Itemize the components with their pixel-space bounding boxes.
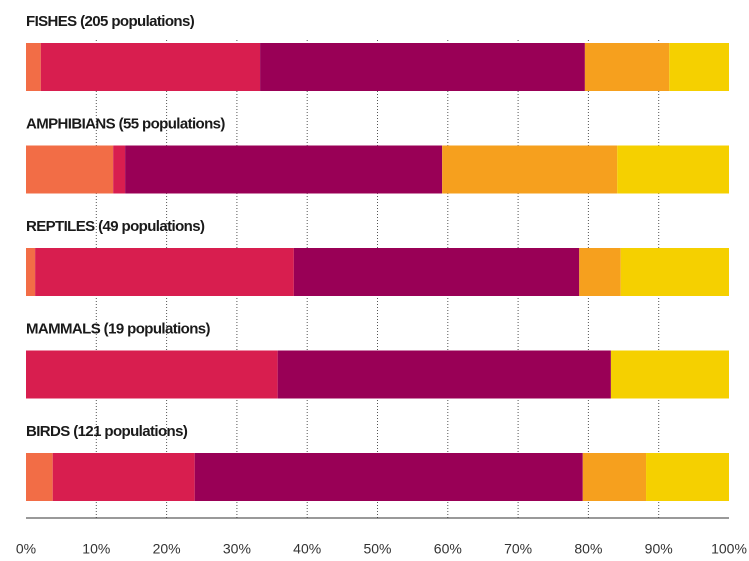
bar-segment (26, 43, 41, 91)
bar-segment (579, 248, 621, 296)
x-tick-label: 80% (574, 541, 602, 557)
bar-segment (26, 350, 278, 399)
bar-segment (442, 145, 618, 194)
bar-segment (113, 145, 126, 194)
x-tick-label: 30% (223, 541, 251, 557)
category-label: BIRDS (121 populations) (26, 423, 188, 440)
bars (26, 43, 729, 501)
bar-segment (125, 145, 443, 194)
bar-segment (52, 453, 195, 501)
bar-segment (582, 453, 647, 501)
x-tick-label: 90% (645, 541, 673, 557)
bar-segment (610, 350, 729, 399)
bar-segment (620, 248, 729, 296)
category-label: AMPHIBIANS (55 populations) (26, 115, 225, 132)
bar-segment (293, 248, 580, 296)
category-label: FISHES (205 populations) (26, 13, 195, 30)
bar-segment (646, 453, 729, 501)
x-tick-label: 10% (82, 541, 110, 557)
bar-segment (277, 350, 611, 399)
x-tick-label: 40% (293, 541, 321, 557)
bar-segment (669, 43, 729, 91)
bar-segment (26, 248, 36, 296)
x-tick-label: 50% (363, 541, 391, 557)
grid (26, 40, 729, 519)
bar-segment (260, 43, 585, 91)
category-label: REPTILES (49 populations) (26, 218, 205, 235)
bar-segment (194, 453, 583, 501)
x-tick-label: 100% (711, 541, 747, 557)
bar-segment (26, 145, 114, 194)
bar-segment (40, 43, 261, 91)
x-tick-label: 0% (16, 541, 36, 557)
bar-segment (617, 145, 729, 194)
bar-segment (584, 43, 670, 91)
x-tick-label: 20% (153, 541, 181, 557)
bar-segment (35, 248, 294, 296)
category-label: MAMMALS (19 populations) (26, 320, 211, 337)
x-tick-label: 60% (434, 541, 462, 557)
bar-segment (26, 453, 53, 501)
x-tick-label: 70% (504, 541, 532, 557)
labels: 0% 10% 20% 30% 40% 50% 60% 70% 80% 90% 100% FISHES … (16, 13, 747, 557)
